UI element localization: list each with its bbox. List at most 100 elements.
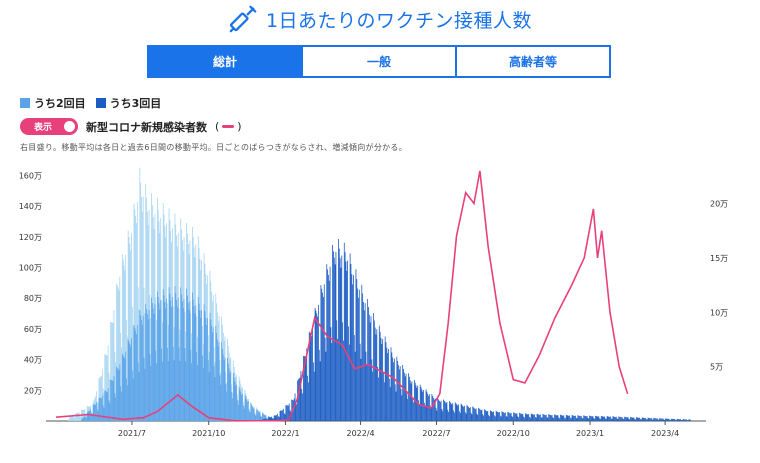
bar-0 xyxy=(141,197,142,421)
bar-2 xyxy=(375,334,377,421)
bar-1 xyxy=(187,302,189,421)
bar-2 xyxy=(571,415,573,421)
bar-1 xyxy=(200,317,202,421)
bar-2 xyxy=(479,409,481,421)
x-tick-label: 2022/4 xyxy=(346,429,374,438)
bar-1 xyxy=(220,384,222,421)
bar-2 xyxy=(376,329,378,421)
tab-general[interactable]: 一般 xyxy=(301,45,457,78)
bar-2 xyxy=(455,403,457,421)
tab-elderly[interactable]: 高齢者等 xyxy=(455,45,611,78)
bar-2 xyxy=(463,406,464,421)
bar-2 xyxy=(343,242,345,421)
bar-1 xyxy=(256,409,258,421)
bar-1 xyxy=(83,417,85,421)
bar-2 xyxy=(467,406,469,421)
bar-2 xyxy=(621,416,623,421)
bar-2 xyxy=(489,416,490,421)
bar-1 xyxy=(234,381,236,421)
bar-2 xyxy=(408,376,410,421)
bar-2 xyxy=(345,261,347,421)
bar-2 xyxy=(550,415,552,421)
bar-2 xyxy=(301,389,303,421)
bar-1 xyxy=(126,378,127,421)
bar-2 xyxy=(504,412,506,421)
bar-2 xyxy=(490,410,492,421)
bar-2 xyxy=(406,393,408,421)
bar-1 xyxy=(143,357,145,421)
bar-1 xyxy=(135,330,137,421)
bar-2 xyxy=(357,288,359,421)
bar-1 xyxy=(194,313,196,421)
bar-1 xyxy=(130,346,132,421)
bar-1 xyxy=(175,293,177,421)
bar-1 xyxy=(210,319,212,421)
bar-2 xyxy=(500,416,502,421)
bar-2 xyxy=(509,413,511,421)
bar-1 xyxy=(84,415,86,421)
bar-2 xyxy=(435,407,437,421)
tab-total[interactable]: 総計 xyxy=(147,45,303,78)
bar-2 xyxy=(297,379,299,421)
bar-2 xyxy=(496,411,498,421)
bar-2 xyxy=(288,403,290,421)
bar-2 xyxy=(349,253,351,421)
bar-2 xyxy=(323,284,325,421)
bar-2 xyxy=(319,361,321,421)
tab-bar: 総計 一般 高齢者等 xyxy=(147,45,611,78)
bar-2 xyxy=(272,418,274,421)
bar-2 xyxy=(403,372,405,421)
bar-2 xyxy=(401,395,403,421)
infection-toggle-row: 表示 新型コロナ新規感染者数 ( ) xyxy=(20,118,242,135)
bar-1 xyxy=(86,417,87,421)
bar-2 xyxy=(597,416,599,421)
paren-close: ) xyxy=(237,120,242,133)
bar-1 xyxy=(244,394,246,421)
bar-2 xyxy=(410,383,412,421)
y-right-tick-label: 20万 xyxy=(710,200,728,209)
bar-2 xyxy=(679,419,681,421)
bar-2 xyxy=(499,415,501,421)
bar-2 xyxy=(513,412,515,421)
bar-2 xyxy=(562,415,564,421)
bar-0 xyxy=(113,310,115,421)
bar-1 xyxy=(91,414,93,421)
bar-1 xyxy=(198,303,200,421)
bar-0 xyxy=(73,417,75,421)
bar-2 xyxy=(638,417,640,421)
bar-2 xyxy=(586,415,588,421)
bar-2 xyxy=(502,411,504,421)
bar-2 xyxy=(386,347,388,421)
bar-2 xyxy=(498,412,500,421)
bar-2 xyxy=(506,416,508,421)
bar-2 xyxy=(469,407,470,421)
bar-2 xyxy=(615,416,617,421)
bar-0 xyxy=(140,182,142,421)
bar-2 xyxy=(657,419,659,421)
bar-1 xyxy=(165,308,167,421)
bar-1 xyxy=(119,364,121,421)
bar-2 xyxy=(388,378,390,421)
bar-2 xyxy=(407,398,409,421)
bar-2 xyxy=(461,404,463,421)
infection-toggle[interactable]: 表示 xyxy=(20,118,78,135)
bar-2 xyxy=(320,285,322,421)
bar-2 xyxy=(582,418,584,421)
bar-2 xyxy=(377,366,379,421)
bar-2 xyxy=(281,410,283,421)
bar-1 xyxy=(264,415,266,421)
bar-1 xyxy=(103,407,105,421)
bar-1 xyxy=(163,295,165,421)
bar-2 xyxy=(620,417,621,421)
bar-1 xyxy=(129,343,131,421)
bar-1 xyxy=(232,398,233,421)
bar-2 xyxy=(346,270,348,421)
bar-2 xyxy=(614,416,616,421)
bar-1 xyxy=(233,377,235,421)
bar-1 xyxy=(252,408,254,421)
bar-1 xyxy=(236,384,238,421)
bar-1 xyxy=(181,294,182,421)
bar-2 xyxy=(294,393,296,421)
bar-2 xyxy=(660,418,661,421)
bar-2 xyxy=(572,415,574,421)
